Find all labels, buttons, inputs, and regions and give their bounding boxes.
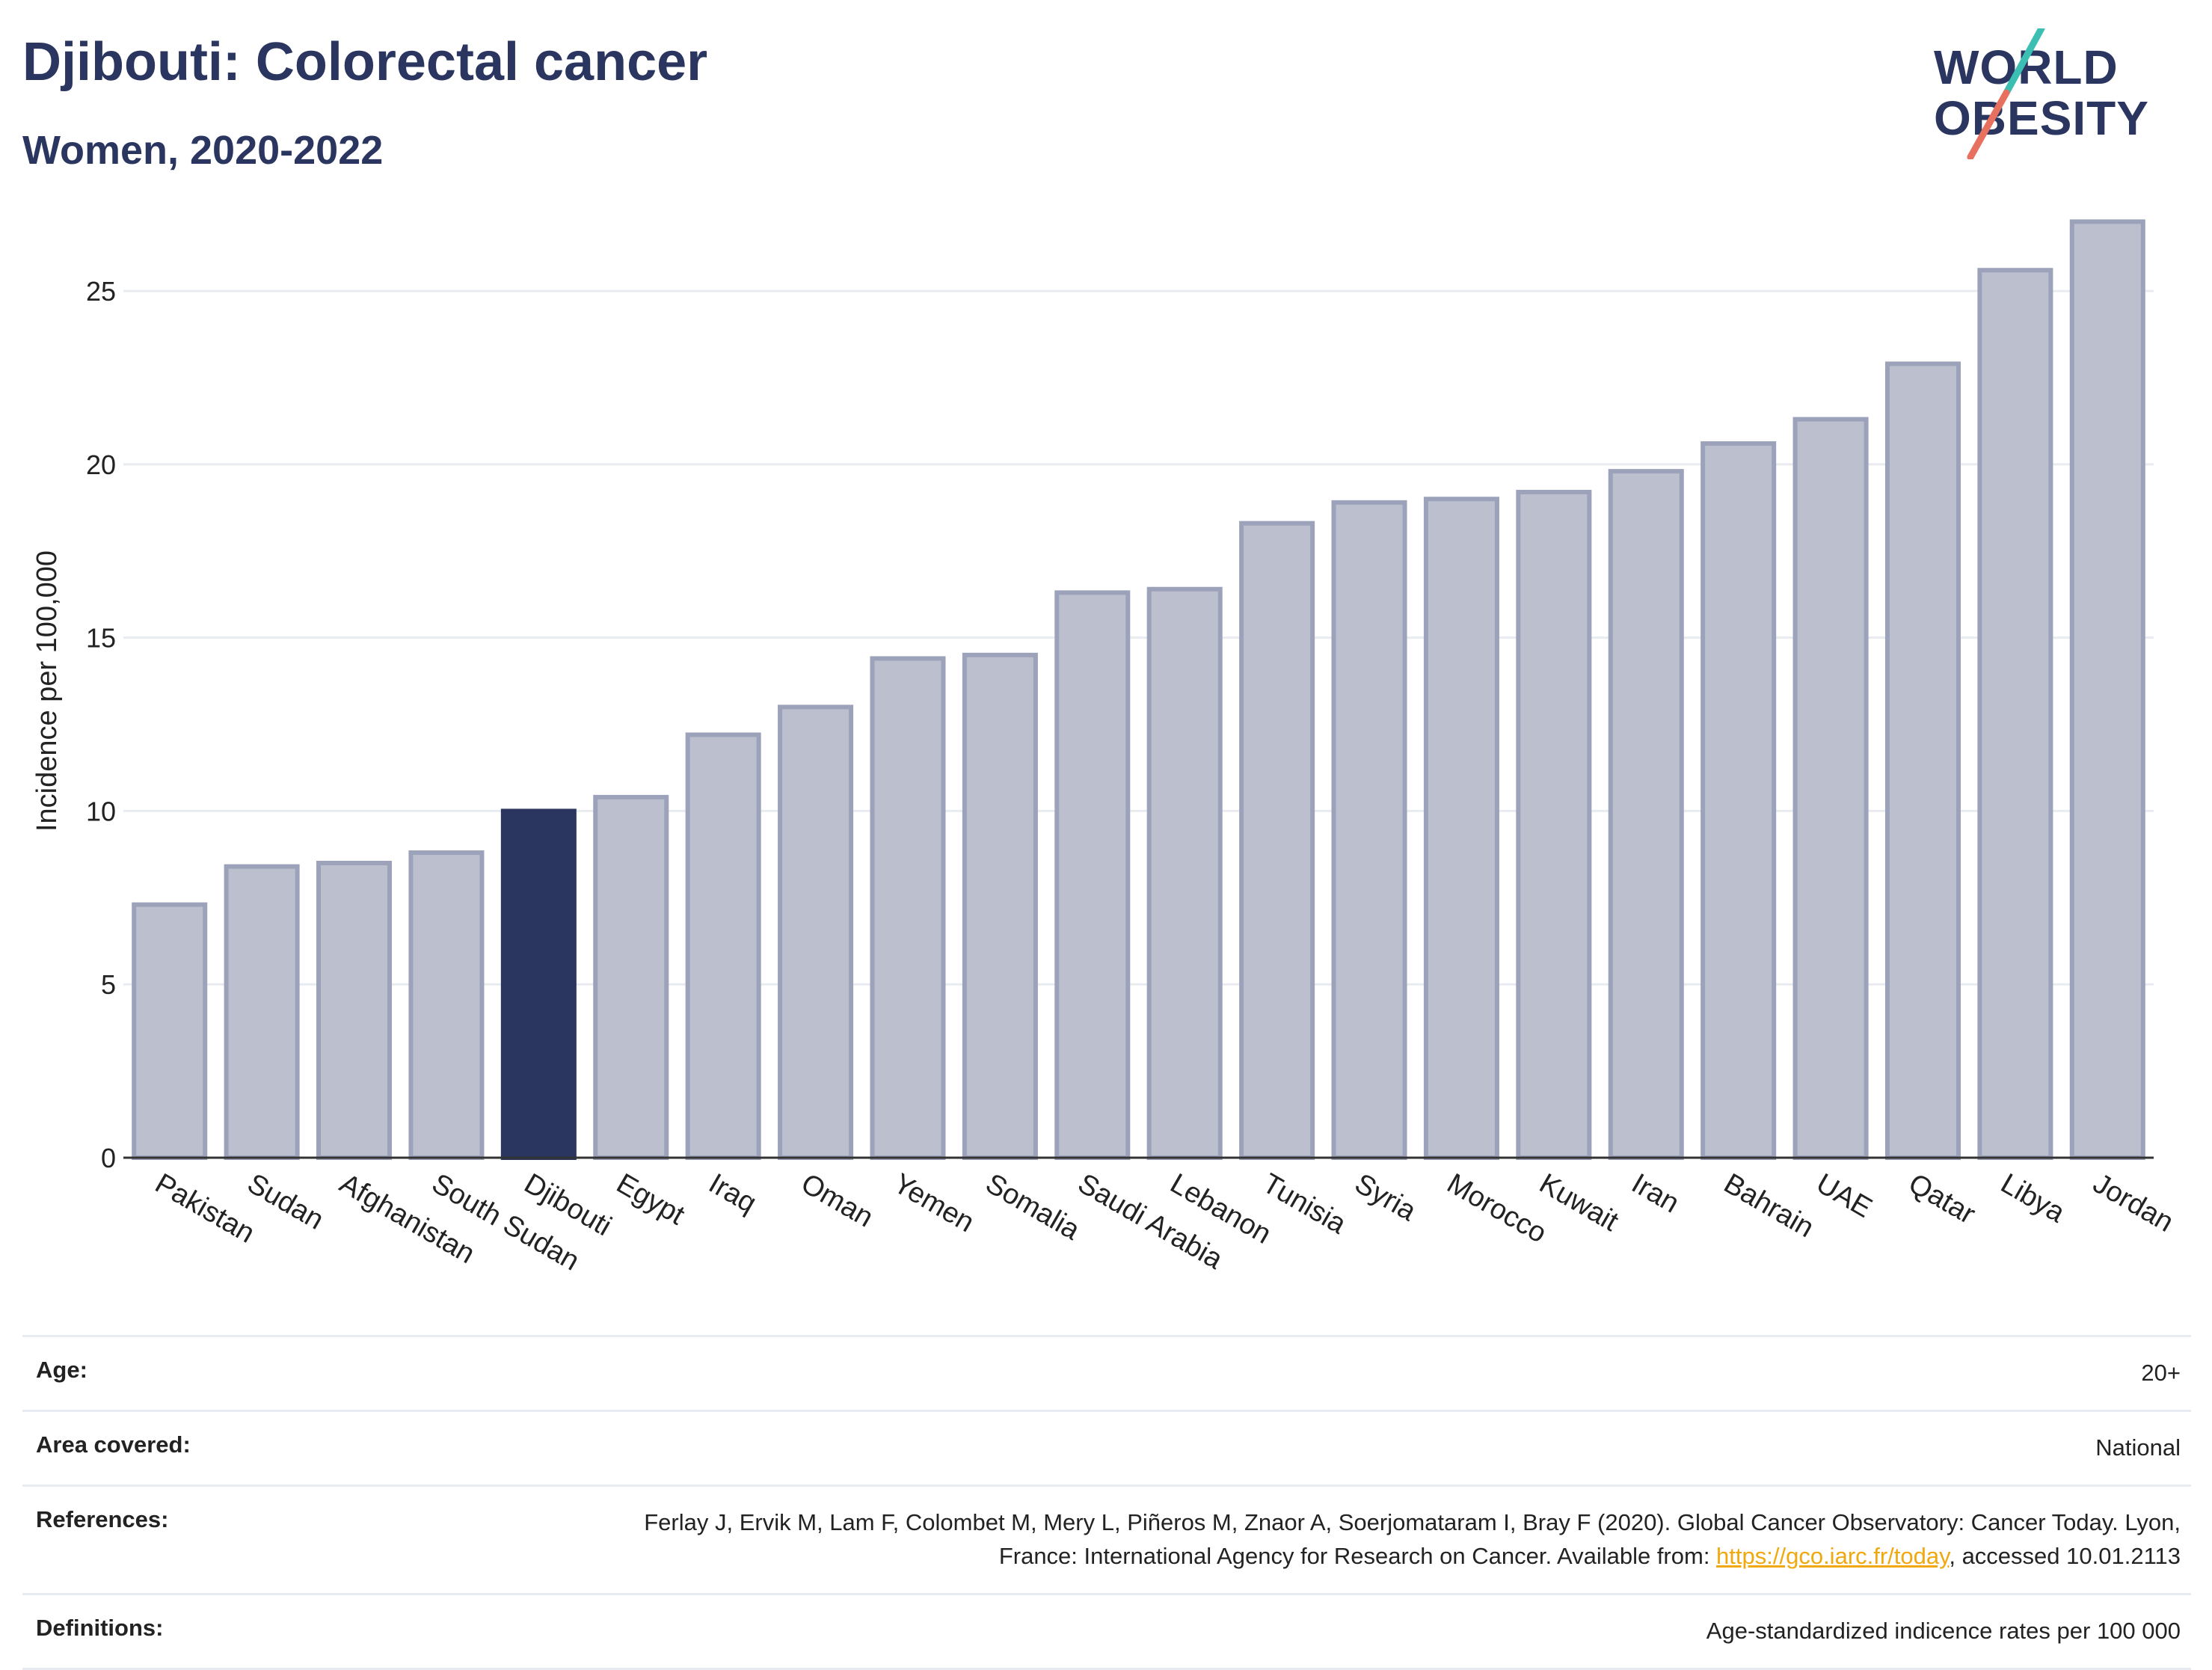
x-tick-label: Iran: [1626, 1167, 1685, 1219]
definitions-row: Definitions: Age-standardized indicence …: [22, 1592, 2191, 1670]
definitions-label: Definitions:: [36, 1614, 164, 1641]
x-tick-label: Syria: [1350, 1167, 1422, 1227]
area-value: National: [2095, 1434, 2181, 1461]
bar-jordan: [2069, 219, 2145, 1160]
info-table: Age: 20+ Area covered: National Referenc…: [22, 1335, 2191, 1670]
references-value: Ferlay J, Ervik M, Lam F, Colombet M, Me…: [610, 1506, 2181, 1574]
bar-bahrain: [1701, 441, 1777, 1160]
y-tick-label: 20: [86, 449, 116, 480]
references-suffix: , accessed 10.01.2113: [1949, 1542, 2181, 1569]
age-value: 20+: [2141, 1360, 2181, 1386]
bar-sudan: [224, 864, 300, 1160]
x-tick-label: Libya: [1995, 1167, 2070, 1229]
bar-syria: [1331, 500, 1407, 1160]
bar-uae: [1792, 417, 1869, 1160]
bar-lebanon: [1146, 586, 1223, 1160]
bar-djibouti: [500, 808, 577, 1161]
x-tick-label: Pakistan: [150, 1167, 259, 1249]
references-label: References:: [36, 1505, 169, 1532]
bar-afghanistan: [316, 860, 393, 1160]
bar-morocco: [1423, 497, 1499, 1160]
x-tick-label: Yemen: [888, 1167, 979, 1238]
y-tick-label: 0: [101, 1143, 116, 1173]
x-tick-label: Iraq: [704, 1167, 762, 1219]
bar-iran: [1608, 469, 1684, 1160]
bar-libya: [1977, 268, 2053, 1160]
logo-word-obesity: OBESITY: [1934, 91, 2149, 145]
bar-egypt: [593, 794, 669, 1161]
x-tick-label: Qatar: [1903, 1167, 1981, 1230]
logo-slash-icon: [1967, 28, 2045, 159]
references-text: Ferlay J, Ervik M, Lam F, Colombet M, Me…: [644, 1508, 2181, 1569]
x-tick-label: Bahrain: [1718, 1167, 1819, 1244]
bar-yemen: [870, 656, 946, 1160]
y-tick-label: 10: [86, 796, 116, 826]
x-tick-label: Morocco: [1442, 1167, 1552, 1249]
bar-saudi-arabia: [1054, 590, 1131, 1160]
age-label: Age:: [36, 1357, 87, 1383]
bar-iraq: [685, 732, 761, 1160]
age-row: Age: 20+: [22, 1335, 2191, 1410]
bar-pakistan: [132, 902, 208, 1161]
y-tick-label: 25: [86, 276, 116, 307]
x-tick-label: Jordan: [2088, 1167, 2179, 1238]
x-tick-label: Oman: [796, 1167, 879, 1233]
bar-south-sudan: [408, 850, 485, 1160]
chart-subtitle: Women, 2020-2022: [22, 128, 384, 173]
y-axis-ticks: 0 5 10 15 20 25: [86, 276, 116, 1173]
area-label: Area covered:: [36, 1431, 191, 1458]
x-tick-label: Egypt: [611, 1167, 690, 1231]
bar-qatar: [1884, 361, 1961, 1161]
definitions-value: Age-standardized indicence rates per 100…: [1706, 1617, 2181, 1644]
y-tick-label: 5: [101, 969, 116, 1000]
x-tick-label: UAE: [1811, 1167, 1878, 1224]
references-row: References: Ferlay J, Ervik M, Lam F, Co…: [22, 1484, 2191, 1593]
area-row: Area covered: National: [22, 1409, 2191, 1485]
world-obesity-logo: WORLD OBESITY: [1929, 28, 2184, 159]
chart-title: Djibouti: Colorectal cancer: [22, 32, 708, 92]
bar-oman: [778, 704, 854, 1160]
y-tick-label: 15: [86, 623, 116, 654]
y-axis-label: Incidence per 100,000: [31, 550, 63, 832]
bars: [132, 219, 2145, 1161]
references-link[interactable]: https://gco.iarc.fr/today: [1716, 1542, 1950, 1569]
bar-somalia: [962, 652, 1038, 1160]
x-tick-label: Somalia: [980, 1167, 1086, 1246]
bar-tunisia: [1239, 521, 1315, 1160]
bar-kuwait: [1516, 489, 1592, 1160]
